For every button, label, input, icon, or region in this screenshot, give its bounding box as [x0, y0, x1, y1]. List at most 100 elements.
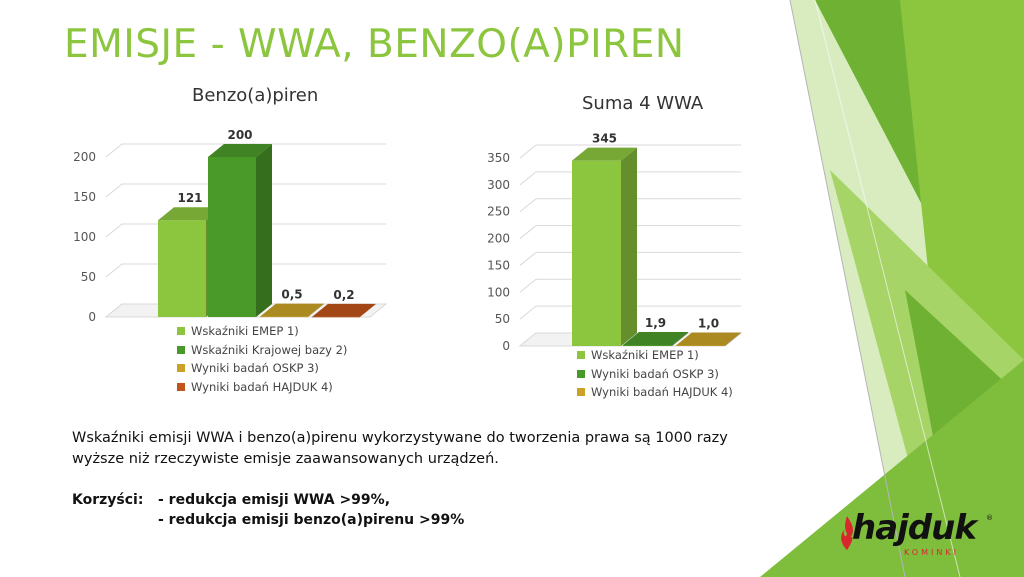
hajduk-logo: hajduk KOMINKI ®	[838, 508, 998, 558]
bar-top	[312, 303, 376, 317]
legend-item: Wskaźniki EMEP 1)	[177, 322, 347, 341]
chart-legend: Wskaźniki EMEP 1) Wyniki badań OSKP 3) Wyn…	[577, 346, 733, 402]
logo-registered-mark: ®	[986, 514, 993, 522]
benefit-item: - redukcja emisji benzo(a)pirenu >99%	[158, 512, 465, 528]
gridline	[105, 183, 123, 198]
data-label: 200	[227, 128, 252, 142]
gridline	[519, 198, 537, 213]
bar-front	[676, 345, 725, 346]
y-tick-label: 350	[487, 151, 510, 165]
y-tick-label: 100	[73, 230, 96, 244]
legend-swatch	[177, 327, 185, 336]
y-tick-label: 250	[487, 205, 510, 219]
legend-label: Wyniki badań HAJDUK 4)	[191, 379, 333, 394]
gridline	[519, 305, 537, 320]
legend-item: Wyniki badań OSKP 3)	[577, 365, 733, 384]
bar-top	[260, 303, 324, 317]
legend-item: Wyniki badań OSKP 3)	[177, 359, 347, 378]
benefit-item: - redukcja emisji WWA >99%,	[158, 492, 391, 508]
bar	[260, 303, 324, 318]
bar-top	[676, 332, 741, 346]
bar	[572, 147, 637, 346]
data-label: 0,2	[333, 288, 354, 302]
y-tick-label: 0	[88, 310, 96, 322]
gridline	[519, 171, 537, 186]
chart-legend: Wskaźniki EMEP 1) Wskaźniki Krajowej bazy…	[177, 322, 347, 396]
chart-suma-4-wwa: Suma 4 WWA 0 50 100 150 200 250 300 350 345 1,9 1,…	[480, 88, 780, 408]
bar-front	[158, 220, 206, 317]
bar	[208, 144, 272, 317]
data-label: 121	[177, 191, 202, 205]
bar-side	[308, 303, 324, 317]
gridline	[519, 225, 537, 239]
legend-item: Wskaźniki EMEP 1)	[577, 346, 733, 365]
chart-title: Benzo(a)piren	[192, 85, 319, 106]
slide-title: EMISJE - WWA, BENZO(A)PIREN	[64, 22, 685, 67]
gridline	[519, 252, 537, 266]
legend-swatch	[177, 364, 185, 373]
bar-side	[621, 147, 637, 346]
data-label: 1,0	[698, 316, 719, 330]
flame-icon	[841, 516, 854, 550]
bar	[312, 303, 376, 318]
legend-swatch	[577, 351, 585, 360]
legend-label: Wyniki badań HAJDUK 4)	[591, 385, 733, 400]
legend-label: Wyniki badań OSKP 3)	[191, 361, 319, 376]
description-text: Wskaźniki emisji WWA i benzo(a)pirenu wy…	[72, 428, 812, 470]
legend-label: Wskaźniki Krajowej bazy 2)	[191, 342, 348, 357]
y-tick-label: 50	[495, 312, 510, 326]
data-label: 1,9	[645, 316, 666, 330]
legend-swatch	[177, 382, 185, 391]
gridline	[105, 223, 123, 238]
logo-subtitle: KOMINKI	[904, 548, 959, 557]
bar-top	[158, 207, 222, 221]
bar-front	[260, 316, 308, 318]
chart-plot: 0 50 100 150 200 121 200 0,5 0,2	[73, 128, 388, 322]
legend-label: Wyniki badań OSKP 3)	[591, 366, 719, 381]
legend-swatch	[177, 345, 185, 354]
bar-front	[208, 157, 256, 317]
description-line: wyższe niż rzeczywiste emisje zaawansowa…	[72, 451, 499, 467]
gridline	[105, 263, 123, 278]
benefits-list: Korzyści: - redukcja emisji WWA >99%, - …	[72, 490, 464, 530]
legend-item: Wyniki badań HAJDUK 4)	[577, 383, 733, 402]
bar-front	[312, 316, 360, 318]
legend-item: Wyniki badań HAJDUK 4)	[177, 378, 347, 397]
bar	[676, 332, 741, 346]
description-line: Wskaźniki emisji WWA i benzo(a)pirenu wy…	[72, 430, 728, 446]
legend-swatch	[577, 388, 585, 397]
bar-top	[572, 147, 637, 161]
bar-side	[360, 303, 376, 317]
y-tick-label: 150	[73, 190, 96, 204]
y-tick-label: 300	[487, 178, 510, 192]
y-tick-label: 50	[81, 270, 96, 284]
y-tick-label: 200	[487, 232, 510, 246]
chart-title: Suma 4 WWA	[582, 93, 704, 114]
legend-swatch	[577, 369, 585, 378]
legend-item: Wskaźniki Krajowej bazy 2)	[177, 341, 347, 360]
bar-side	[672, 331, 688, 346]
benefits-label: Korzyści:	[72, 492, 144, 508]
data-label: 345	[592, 132, 617, 146]
bar-front	[623, 344, 672, 346]
gridline	[105, 143, 123, 158]
data-label: 0,5	[281, 288, 302, 302]
legend-label: Wskaźniki EMEP 1)	[191, 324, 299, 339]
y-tick-label: 150	[487, 258, 510, 272]
bar-top	[208, 144, 272, 157]
chart-benzoapiren: Benzo(a)piren 0 50 100 150 200 121 200 0,5 0,2	[60, 82, 440, 412]
logo-text: hajduk	[852, 508, 977, 548]
chart-plot: 0 50 100 150 200 250 300 350 345 1,9 1,0	[487, 132, 743, 353]
bar-side	[725, 332, 741, 346]
y-tick-label: 100	[487, 285, 510, 299]
gridline	[519, 278, 537, 293]
y-tick-label: 200	[73, 150, 96, 164]
bar	[623, 331, 688, 346]
y-tick-label: 0	[502, 339, 510, 353]
bar-front	[572, 160, 621, 346]
legend-label: Wskaźniki EMEP 1)	[591, 348, 699, 363]
bar-side	[256, 144, 272, 317]
gridline	[519, 144, 537, 159]
bar-top	[623, 331, 688, 345]
